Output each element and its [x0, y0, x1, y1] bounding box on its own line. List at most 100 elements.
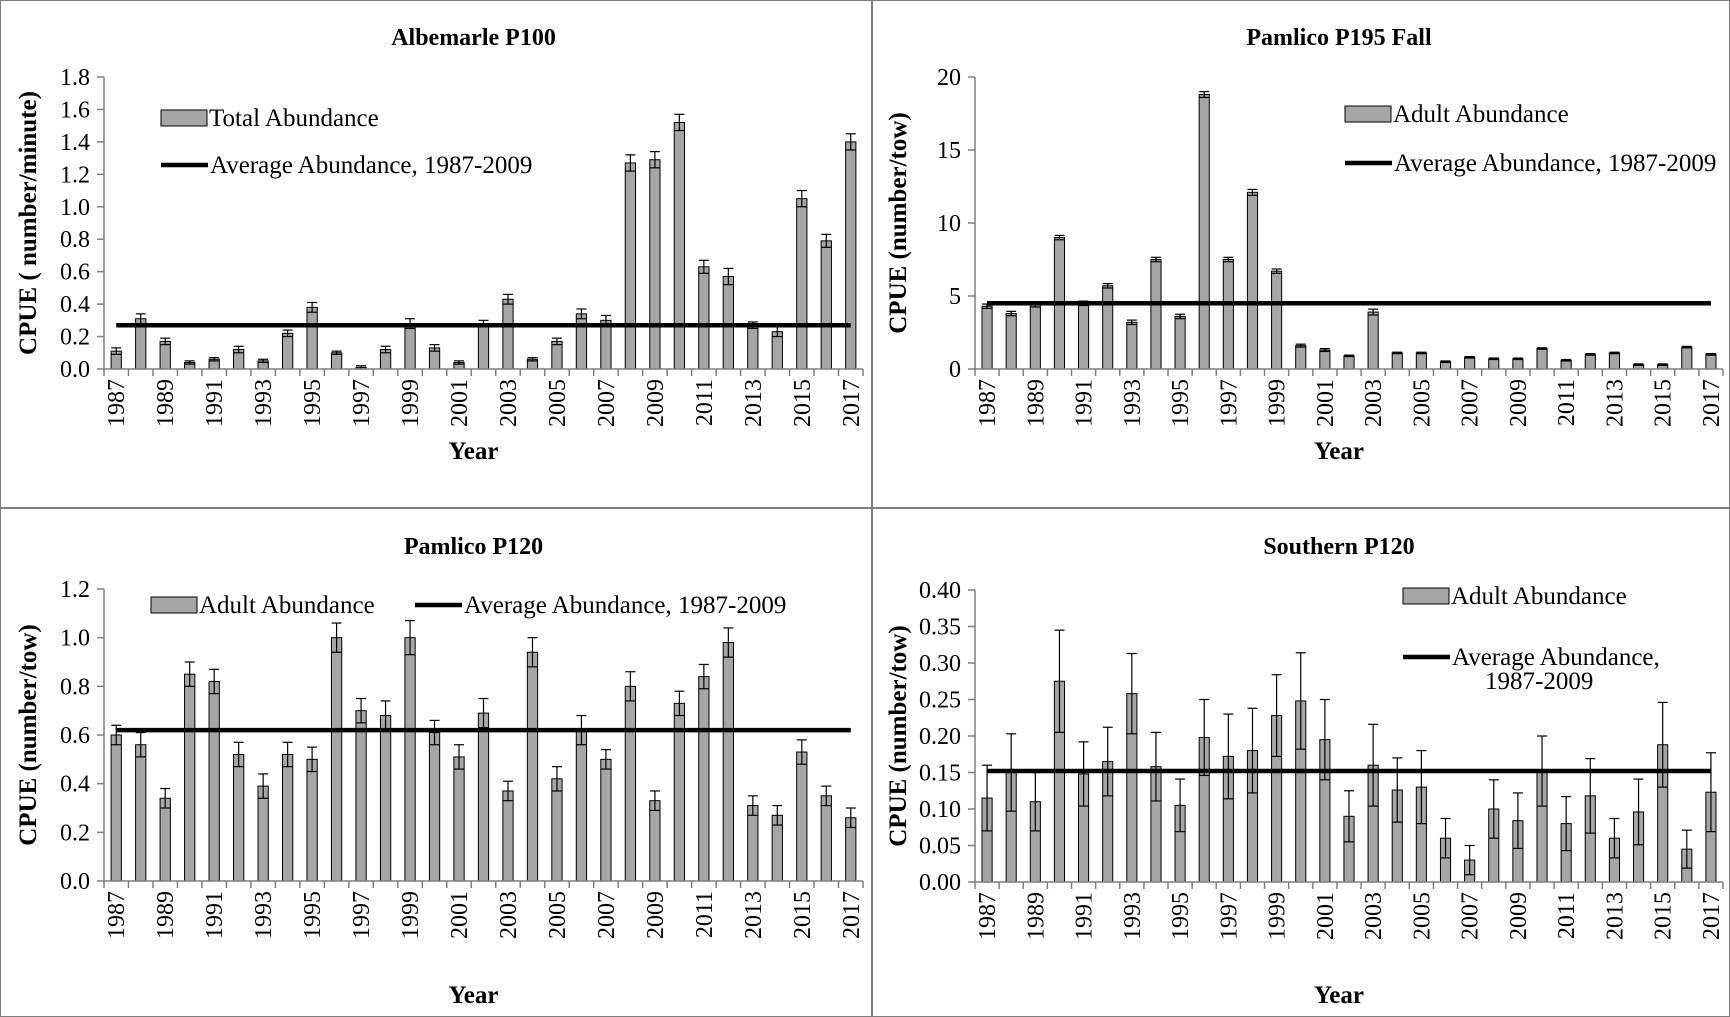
chart-panel-southern-p120: Southern P120 0.00 0.05 0.10 0.15 0.20 0.25 0.3… [872, 508, 1730, 1017]
x-tick-label-1991: 1991 [1072, 892, 1098, 940]
x-tick-label-1991: 1991 [202, 891, 228, 939]
bar-2003 [502, 298, 514, 370]
legend-label-adult-abundance: Adult Abundance [199, 592, 375, 619]
x-tick-label-2015: 2015 [790, 891, 816, 939]
bar-1996 [330, 352, 343, 370]
error-bar-2003 [1368, 723, 1379, 807]
x-tick-label-2011: 2011 [692, 379, 718, 426]
x-axis-title: Year [1314, 982, 1364, 1009]
error-bar-1998 [380, 345, 391, 354]
legend-label-total-abundance: Total Abundance [209, 105, 379, 132]
bar-2005 [551, 778, 563, 882]
y-tick-label: 0.40 [919, 578, 961, 604]
error-bar-1995 [307, 746, 318, 773]
error-bar-2008 [1488, 357, 1499, 361]
chart-title: Pamlico P195 Fall [1246, 25, 1432, 51]
bar-2000 [428, 732, 441, 882]
error-bar-2016 [1681, 345, 1692, 349]
y-tick-label: 0.4 [60, 292, 90, 318]
bar-2006 [575, 313, 588, 370]
error-bar-1989 [160, 787, 171, 809]
x-tick-label-1999: 1999 [1265, 892, 1291, 940]
x-tick-label-1989: 1989 [1023, 892, 1049, 940]
bar-2003 [502, 790, 514, 882]
error-bar-1991 [209, 357, 220, 362]
error-bar-1994 [282, 329, 293, 338]
chart-svg: Pamlico P120 0.0 0.2 0.4 0.6 0.8 1.0 1.2 1987 198… [15, 534, 865, 1009]
x-tick-label-2007: 2007 [1458, 892, 1484, 940]
bar-2009 [1512, 358, 1524, 370]
error-bar-1990 [184, 360, 195, 365]
error-bar-2000 [429, 344, 440, 352]
y-tick-label: 0 [949, 357, 961, 383]
x-tick-label-1989: 1989 [1023, 379, 1049, 427]
x-tick-label-2005: 2005 [545, 379, 571, 427]
y-axis-title: CPUE (number/tow) [885, 625, 912, 847]
error-bar-2005 [1416, 351, 1427, 355]
legend-bar-swatch [1402, 587, 1450, 605]
error-bar-2000 [1295, 652, 1306, 750]
legend-label-average-abundance: Average Abundance, [1452, 644, 1660, 671]
legend-label-1987-2009: 1987-2009 [1485, 668, 1593, 695]
bar-1997 [1222, 259, 1234, 370]
x-tick-label-1993: 1993 [1120, 379, 1146, 427]
y-tick-label: 1.0 [60, 195, 90, 221]
error-bar-2004 [1392, 351, 1403, 355]
x-tick-label-1989: 1989 [153, 379, 179, 427]
error-bar-2008 [1488, 779, 1499, 839]
y-tick-label: 0.2 [60, 820, 90, 846]
x-tick-label-2011: 2011 [1554, 379, 1580, 426]
error-bar-1990 [1054, 234, 1065, 241]
error-bar-2008 [625, 671, 636, 702]
error-bar-2005 [551, 337, 562, 346]
error-bar-2009 [649, 790, 660, 812]
legend-bar-swatch [1344, 105, 1392, 123]
x-tick-label-2005: 2005 [1409, 379, 1435, 427]
bar-2012 [722, 276, 734, 370]
bar-1999 [404, 323, 416, 370]
bar-2007 [1464, 356, 1476, 370]
chart-title: Southern P120 [1263, 534, 1414, 560]
legend-label-adult-abundance: Adult Abundance [1451, 583, 1627, 610]
bar-1996 [1198, 94, 1210, 370]
x-tick-label-2001: 2001 [447, 891, 473, 939]
error-bar-1994 [282, 741, 293, 768]
chart-title: Albemarle P100 [391, 25, 556, 51]
error-bar-2007 [600, 749, 611, 770]
bar-2017 [845, 141, 857, 370]
x-tick-label-1997: 1997 [349, 891, 375, 939]
error-bar-2017 [845, 133, 856, 151]
y-tick-label: 1.0 [60, 626, 90, 652]
bar-2002 [477, 323, 490, 370]
x-tick-label-2017: 2017 [1699, 892, 1725, 940]
y-axis-title: CPUE ( number/minute) [15, 91, 42, 355]
x-tick-label-2013: 2013 [741, 891, 767, 939]
x-tick-label-2013: 2013 [1602, 379, 1628, 427]
bar-2005 [1415, 352, 1427, 370]
x-tick-label-1995: 1995 [1168, 379, 1194, 427]
bar-2001 [453, 756, 465, 882]
error-bar-1997 [1223, 713, 1234, 800]
error-bar-1992 [1102, 726, 1113, 797]
x-tick-label-1991: 1991 [1072, 379, 1098, 427]
y-tick-label: 0.15 [919, 761, 961, 787]
y-tick-label: 0.8 [60, 674, 90, 700]
bar-1996 [330, 637, 343, 882]
error-bar-2015 [796, 739, 807, 765]
error-bar-2008 [625, 154, 636, 172]
bar-2009 [649, 800, 661, 882]
bar-1991 [208, 680, 220, 882]
error-bar-2003 [1368, 308, 1379, 316]
error-bar-1988 [135, 731, 146, 758]
x-tick-label-2001: 2001 [1313, 379, 1339, 427]
error-bar-1994 [1150, 731, 1161, 802]
chart-svg: Southern P120 0.00 0.05 0.10 0.15 0.20 0.25 0.3… [885, 534, 1725, 1009]
legend: Adult Abundance Average Abundance,1987-20… [1402, 583, 1660, 695]
bar-2010 [1536, 348, 1548, 370]
legend-bar-swatch [160, 109, 208, 127]
x-tick-label-1993: 1993 [1120, 892, 1146, 940]
x-tick-label-2009: 2009 [643, 891, 669, 939]
bar-1990 [184, 673, 196, 882]
x-tick-label-1989: 1989 [153, 891, 179, 939]
error-bar-1996 [1199, 698, 1210, 777]
